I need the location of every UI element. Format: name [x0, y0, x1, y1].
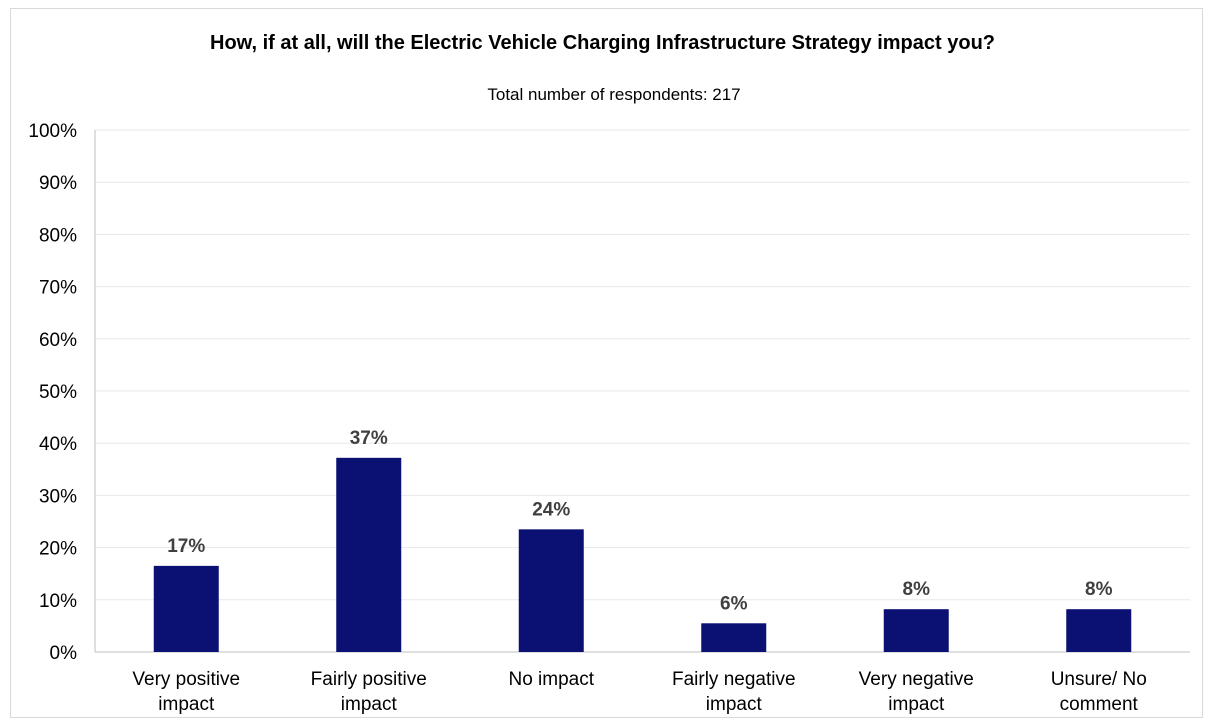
chart-title: How, if at all, will the Electric Vehicl…: [210, 32, 995, 54]
x-category-label: Fairly negative: [672, 669, 796, 690]
bar: [153, 565, 219, 652]
gridlines: [95, 129, 1190, 601]
y-tick-label: 70%: [39, 278, 77, 299]
y-tick-label: 30%: [39, 486, 77, 507]
bar-data-label: 8%: [1085, 579, 1113, 600]
x-category-label: impact: [706, 694, 763, 715]
labels: 0% 10% 20% 30% 40% 50% 60% 70% 80% 90% 100% 17% Very…: [28, 121, 1146, 715]
x-category-label: Unsure/ No: [1051, 669, 1147, 690]
x-category-label: impact: [341, 694, 398, 715]
y-tick-label: 60%: [39, 330, 77, 351]
y-tick-label: 90%: [39, 173, 77, 194]
bar-data-label: 24%: [532, 499, 570, 520]
bar: [336, 457, 402, 652]
x-category-label: impact: [158, 694, 215, 715]
x-category-label: comment: [1060, 694, 1139, 715]
y-tick-label: 50%: [39, 382, 77, 403]
y-tick-label: 100%: [28, 121, 77, 142]
y-tick-label: 80%: [39, 225, 77, 246]
x-category-label: Fairly positive: [311, 669, 427, 690]
x-category-label: impact: [888, 694, 945, 715]
bar-data-label: 17%: [167, 536, 205, 557]
y-tick-label: 10%: [39, 591, 77, 612]
axes: [94, 130, 1190, 653]
y-tick-label: 20%: [39, 539, 77, 560]
y-tick-label: 0%: [50, 643, 78, 664]
bar-data-label: 37%: [350, 428, 388, 449]
y-tick-label: 40%: [39, 434, 77, 455]
x-category-label: No impact: [508, 669, 594, 690]
chart-subtitle: Total number of respondents: 217: [487, 85, 741, 104]
bar: [701, 623, 767, 652]
bar-data-label: 8%: [903, 579, 931, 600]
bars: [153, 457, 1132, 652]
bar: [518, 529, 584, 652]
x-category-label: Very negative: [859, 669, 974, 690]
bar: [1066, 609, 1132, 652]
bar: [883, 609, 949, 652]
x-category-label: Very positive: [132, 669, 240, 690]
bar-data-label: 6%: [720, 593, 748, 614]
